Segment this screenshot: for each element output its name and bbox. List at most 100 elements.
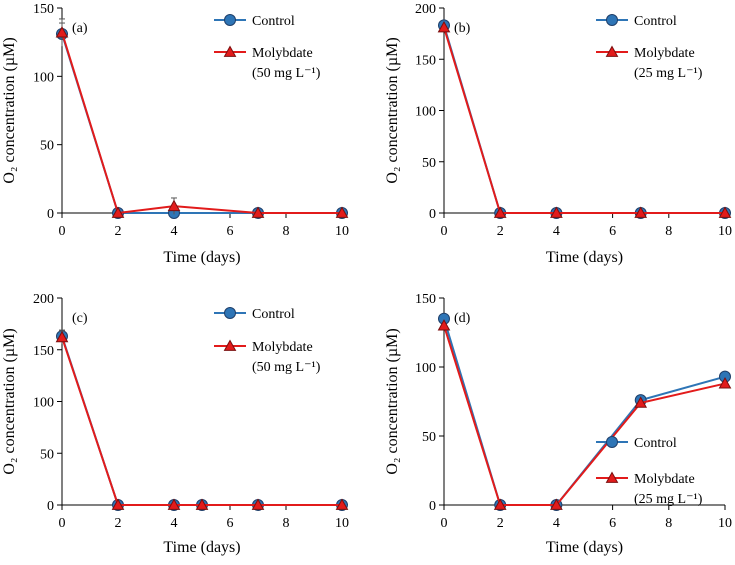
y-tick-label: 150 [415, 53, 436, 68]
legend-control-marker [606, 436, 618, 448]
legend-control-label: Control [634, 436, 677, 451]
x-axis-label: Time (days) [163, 249, 240, 266]
legend-molybdate-concentration: (25 mg L⁻¹) [634, 66, 703, 81]
legend-molybdate-marker [605, 471, 619, 483]
x-tick-label: 10 [718, 224, 732, 239]
x-tick-label: 8 [283, 224, 290, 239]
molybdate-point [167, 199, 181, 212]
x-tick-label: 8 [665, 224, 672, 239]
y-axis-label: O₂ concentration (µM) [1, 37, 18, 183]
y-axis-label: O₂ concentration (µM) [1, 328, 18, 474]
panel-a: 0 50 100 150 0 2 4 6 8 10 Time (days) O₂ concentrat… [1, 2, 349, 266]
molybdate-point [718, 206, 732, 218]
x-tick-label: 8 [665, 516, 672, 531]
x-tick-label: 0 [441, 516, 448, 531]
molybdate-point [335, 498, 349, 510]
molybdate-point [335, 206, 349, 218]
y-axis-label: O₂ concentration (µM) [384, 328, 401, 474]
legend-molybdate-marker [605, 45, 619, 57]
panel-label: (a) [72, 21, 88, 36]
legend-molybdate-concentration: (50 mg L⁻¹) [252, 360, 321, 375]
y-tick-label: 150 [415, 292, 436, 307]
molybdate-point [251, 206, 265, 218]
panel-label: (c) [72, 311, 88, 326]
legend-molybdate-label: Molybdate [634, 472, 695, 487]
y-tick-label: 100 [33, 396, 54, 411]
legend-molybdate-label: Molybdate [252, 46, 313, 61]
molybdate-point [195, 498, 209, 510]
y-tick-label: 100 [415, 361, 436, 376]
legend-molybdate-marker [223, 45, 237, 57]
molybdate-point [634, 396, 648, 408]
molybdate-series-line [61, 337, 342, 506]
x-axis-label: Time (days) [163, 539, 240, 556]
y-axis-label: O₂ concentration (µM) [384, 37, 401, 183]
y-tick-label: 50 [40, 139, 54, 154]
x-tick-label: 2 [115, 224, 122, 239]
legend-molybdate-label: Molybdate [252, 340, 313, 355]
y-tick-label: 150 [33, 2, 54, 17]
x-tick-label: 10 [335, 224, 349, 239]
x-tick-label: 0 [441, 224, 448, 239]
molybdate-point [111, 206, 125, 218]
x-tick-label: 10 [718, 516, 732, 531]
x-tick-label: 6 [609, 224, 616, 239]
x-tick-label: 4 [171, 224, 178, 239]
panel-d: 0 50 100 150 0 2 4 6 8 10 Time (days) O₂ concentrat… [384, 292, 732, 556]
x-axis-label: Time (days) [546, 249, 623, 266]
molybdate-point [550, 206, 563, 218]
y-tick-label: 50 [40, 447, 54, 462]
legend-control-marker [224, 307, 236, 319]
molybdate-point [111, 498, 125, 510]
x-tick-label: 8 [283, 516, 290, 531]
x-tick-label: 10 [335, 516, 349, 531]
y-tick-label: 50 [422, 430, 436, 445]
molybdate-point [437, 20, 451, 33]
x-tick-label: 0 [59, 224, 66, 239]
x-axis-label: Time (days) [546, 539, 623, 556]
molybdate-point [437, 319, 451, 331]
x-tick-label: 2 [497, 516, 504, 531]
y-tick-label: 0 [429, 499, 436, 514]
molybdate-point [550, 498, 563, 510]
x-tick-label: 6 [227, 516, 234, 531]
legend-control-label: Control [634, 14, 677, 29]
y-tick-label: 0 [47, 499, 54, 514]
x-tick-label: 2 [497, 224, 504, 239]
legend-molybdate-marker [223, 339, 237, 351]
legend-control-marker [224, 14, 236, 26]
legend-control-marker [606, 14, 618, 26]
molybdate-point [251, 498, 265, 510]
legend-molybdate-concentration: (50 mg L⁻¹) [252, 66, 321, 81]
y-tick-label: 0 [429, 207, 436, 222]
x-tick-label: 0 [59, 516, 66, 531]
x-tick-label: 6 [227, 224, 234, 239]
molybdate-point [718, 377, 732, 389]
molybdate-point [55, 26, 69, 38]
y-tick-label: 0 [47, 207, 54, 222]
x-tick-label: 2 [115, 516, 122, 531]
legend-molybdate-label: Molybdate [634, 46, 695, 61]
panel-c: 0 50 100 150 200 0 2 4 6 8 10 Time (days) O₂ concent… [1, 292, 349, 556]
y-tick-label: 200 [415, 2, 436, 17]
panel-label: (d) [454, 311, 471, 326]
x-tick-label: 4 [553, 516, 560, 531]
x-tick-label: 4 [553, 224, 560, 239]
molybdate-point [167, 498, 181, 510]
panel-label: (b) [454, 21, 471, 36]
y-tick-label: 100 [415, 105, 436, 120]
y-tick-label: 200 [33, 292, 54, 307]
y-tick-label: 100 [33, 70, 54, 85]
molybdate-point [55, 330, 69, 343]
legend-molybdate-concentration: (25 mg L⁻¹) [634, 492, 703, 507]
y-tick-label: 50 [422, 156, 436, 171]
molybdate-point [493, 498, 507, 510]
panel-b: 0 50 100 150 200 0 2 4 6 8 10 Time (days) O₂ concent… [384, 2, 732, 266]
y-tick-label: 150 [33, 344, 54, 359]
molybdate-point [634, 206, 648, 218]
molybdate-point [493, 206, 507, 218]
legend-control-label: Control [252, 307, 295, 322]
legend-control-label: Control [252, 14, 295, 29]
